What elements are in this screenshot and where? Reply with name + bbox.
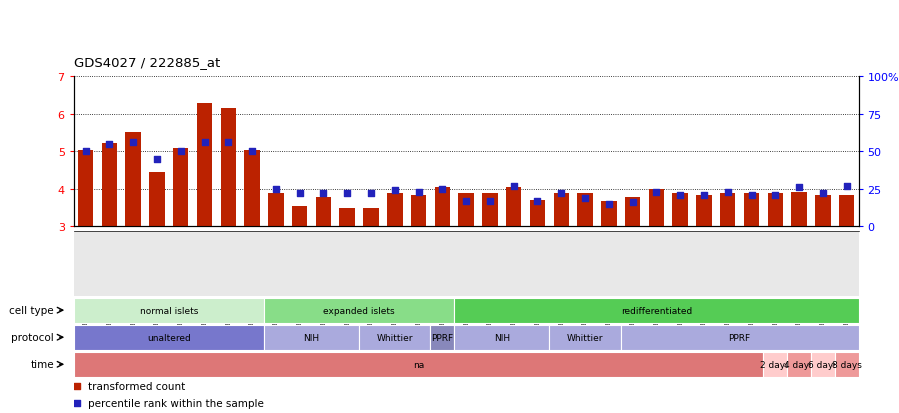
Point: [387, 188, 402, 194]
Text: NIH: NIH: [304, 333, 320, 342]
Bar: [245, 150, 260, 227]
Bar: [530, 201, 545, 227]
Bar: [601, 202, 617, 227]
Point: [673, 192, 688, 199]
Point: [102, 141, 117, 148]
Point: [197, 140, 212, 146]
Text: NIH: NIH: [494, 333, 510, 342]
Point: [792, 185, 806, 191]
Text: 4 days: 4 days: [784, 360, 814, 369]
Bar: [340, 208, 355, 227]
Bar: [434, 188, 450, 227]
Text: time: time: [31, 359, 54, 369]
Point: [815, 191, 830, 197]
Point: [364, 191, 378, 197]
Bar: [482, 194, 498, 227]
Text: 2 days: 2 days: [761, 360, 790, 369]
Point: [483, 198, 497, 205]
Point: [412, 189, 426, 196]
Point: [78, 149, 93, 155]
Text: 8 days: 8 days: [832, 360, 861, 369]
Point: [578, 195, 592, 202]
Point: [506, 183, 521, 190]
Bar: [411, 195, 426, 227]
Bar: [672, 194, 688, 227]
Text: Whittier: Whittier: [566, 333, 603, 342]
Text: na: na: [413, 360, 424, 369]
Text: redifferentiated: redifferentiated: [621, 306, 692, 315]
Point: [601, 201, 616, 208]
Point: [840, 183, 854, 190]
Text: GDS4027 / 222885_at: GDS4027 / 222885_at: [74, 56, 220, 69]
Bar: [743, 194, 760, 227]
Point: [530, 198, 545, 205]
Text: PPRF: PPRF: [728, 333, 751, 342]
Point: [721, 189, 735, 196]
Bar: [173, 148, 189, 227]
Point: [626, 199, 640, 206]
Point: [340, 191, 354, 197]
Bar: [839, 195, 854, 227]
Point: [744, 192, 759, 199]
Bar: [815, 195, 831, 227]
Bar: [316, 198, 331, 227]
Point: [649, 189, 663, 196]
Text: Whittier: Whittier: [377, 333, 413, 342]
Text: 6 days: 6 days: [808, 360, 838, 369]
Point: [275, 187, 289, 193]
Point: [150, 156, 165, 163]
Point: [554, 191, 568, 197]
Point: [768, 192, 782, 199]
Point: [458, 198, 473, 205]
Point: [697, 192, 711, 199]
Bar: [506, 188, 521, 227]
Bar: [197, 103, 212, 227]
Text: expanded islets: expanded islets: [324, 306, 395, 315]
Bar: [577, 194, 592, 227]
Bar: [220, 109, 236, 227]
Point: [221, 140, 236, 146]
Text: transformed count: transformed count: [88, 382, 185, 392]
Text: unaltered: unaltered: [147, 333, 191, 342]
Bar: [363, 209, 378, 227]
Bar: [102, 144, 117, 227]
Bar: [554, 194, 569, 227]
Point: [435, 186, 450, 193]
Point: [245, 149, 259, 155]
Bar: [149, 173, 165, 227]
Point: [275, 336, 289, 343]
Point: [292, 191, 307, 197]
Text: PPRF: PPRF: [432, 333, 453, 342]
Bar: [387, 193, 403, 227]
Bar: [126, 133, 141, 227]
Point: [126, 140, 140, 146]
Bar: [292, 206, 307, 227]
Text: percentile rank within the sample: percentile rank within the sample: [88, 398, 263, 408]
Point: [174, 149, 188, 155]
Text: cell type: cell type: [9, 305, 54, 316]
Bar: [78, 151, 93, 227]
Bar: [768, 194, 783, 227]
Bar: [696, 195, 712, 227]
Bar: [458, 194, 474, 227]
Text: protocol: protocol: [12, 332, 54, 342]
Text: normal islets: normal islets: [139, 306, 198, 315]
Bar: [649, 190, 664, 227]
Bar: [625, 198, 640, 227]
Bar: [791, 192, 806, 227]
Bar: [720, 194, 735, 227]
Point: [269, 186, 283, 193]
Point: [316, 191, 331, 197]
Bar: [268, 194, 283, 227]
